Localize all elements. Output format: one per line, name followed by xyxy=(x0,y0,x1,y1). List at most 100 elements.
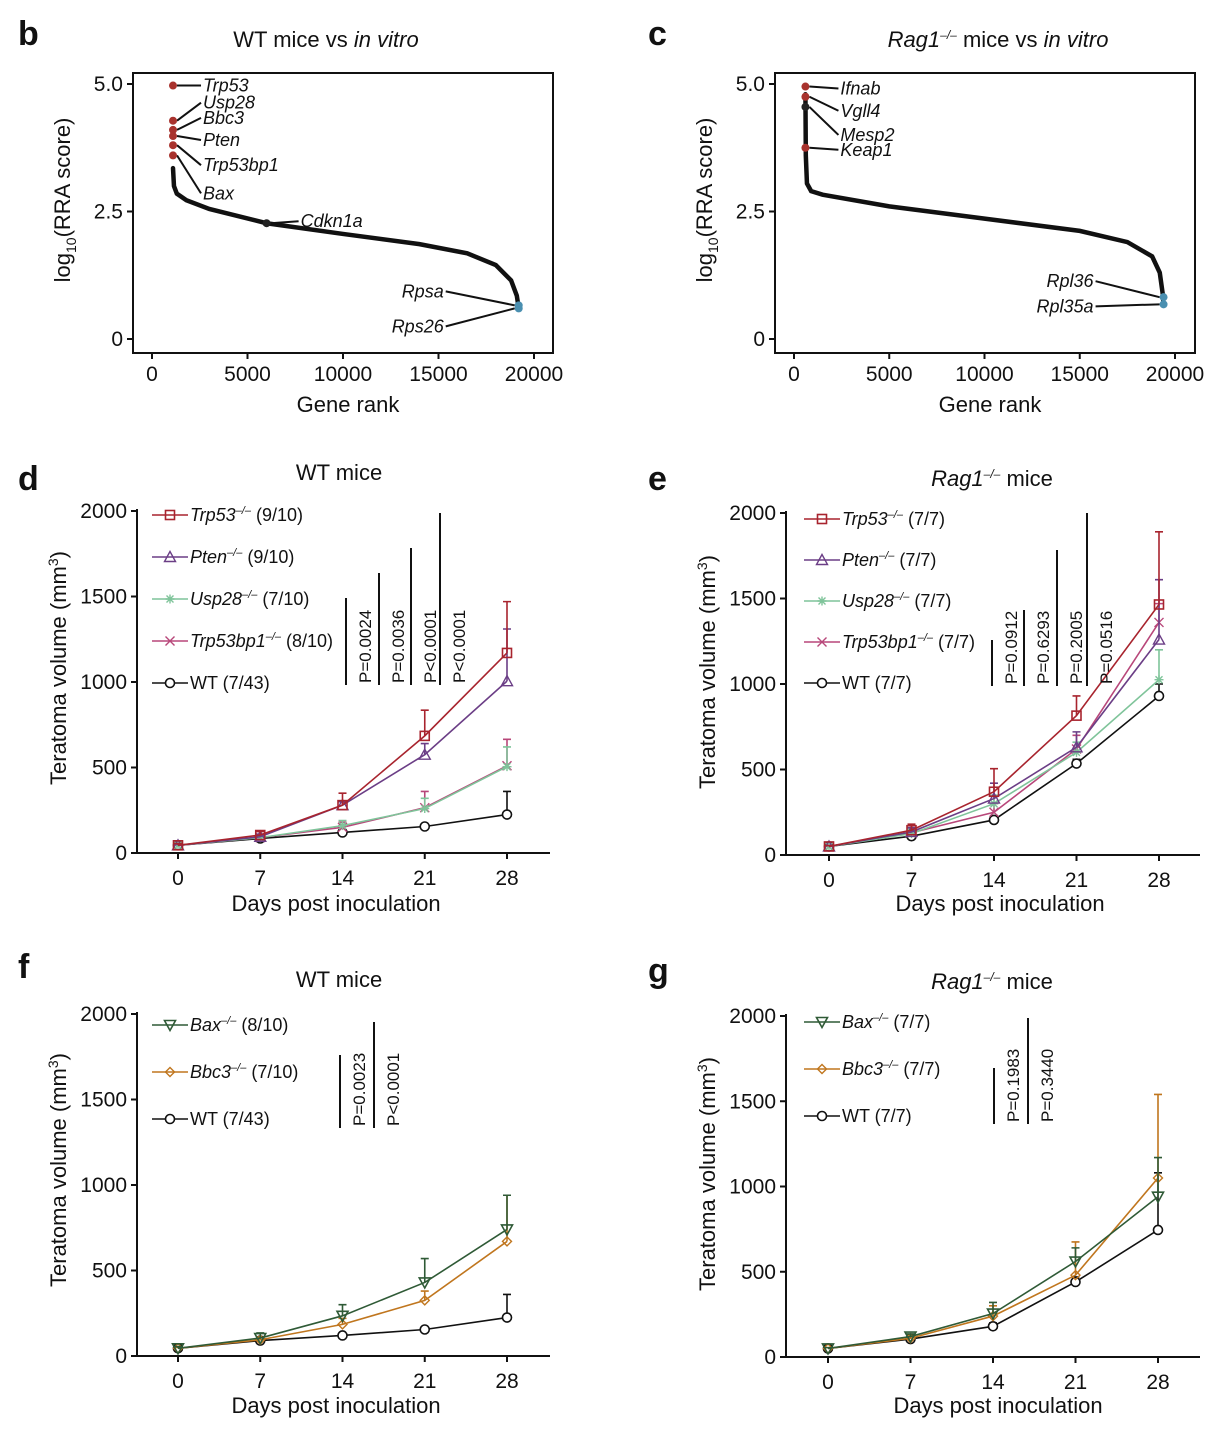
data-point xyxy=(989,807,999,818)
legend-marker xyxy=(163,1019,177,1033)
gene-label: Rpl35a xyxy=(1037,296,1094,316)
text-part: ) xyxy=(695,555,720,562)
text-part: WT mice xyxy=(296,460,382,485)
y-axis-label: log10(RRA score) xyxy=(692,118,721,283)
text-part: –/– xyxy=(220,1015,237,1027)
x-tick-label: 10000 xyxy=(955,363,1013,386)
y-tick-label: 2000 xyxy=(729,1005,776,1028)
data-point xyxy=(1071,710,1082,721)
error-bar xyxy=(1072,731,1081,748)
data-point xyxy=(1070,1269,1081,1281)
chart-title: Rag1–/– mice vs in vitro xyxy=(888,27,1109,52)
y-axis-label: Teratoma volume (mm3) xyxy=(45,1053,71,1287)
data-point xyxy=(337,799,348,811)
chart-title: Rag1–/– mice xyxy=(931,466,1053,491)
series-line xyxy=(177,1228,508,1350)
text-part: Rag1 xyxy=(931,466,984,491)
series-line xyxy=(828,604,1160,848)
data-point xyxy=(988,786,1000,798)
x-tick-label: 20000 xyxy=(505,363,563,386)
chart-title: WT mice vs in vitro xyxy=(233,27,418,52)
y-tick-label: 1000 xyxy=(729,673,776,696)
text-part: –/– xyxy=(241,589,258,601)
text-part: –/– xyxy=(893,591,910,603)
panel-d: d WT mice Teratoma volume (mm3) Days post i… xyxy=(18,460,550,916)
y-tick-label: 1000 xyxy=(80,1174,127,1197)
data-point xyxy=(337,1330,348,1341)
series-bbc3 xyxy=(172,1194,513,1354)
legend-marker xyxy=(817,637,827,647)
gene-label: Bax xyxy=(203,183,235,203)
legend-label: WT (7/7) xyxy=(842,673,912,693)
label-leader xyxy=(176,144,202,166)
text-part: ) xyxy=(46,551,71,558)
data-point xyxy=(417,1277,432,1290)
text-part: Teratoma volume (mm xyxy=(46,1068,71,1287)
gene-point xyxy=(1159,293,1168,302)
error-bar xyxy=(989,1301,997,1314)
y-tick-label: 1500 xyxy=(729,588,776,611)
label-leader xyxy=(1095,280,1160,299)
legend-label: Trp53bp1–/– (7/7) xyxy=(842,632,975,652)
legend-marker xyxy=(816,513,828,525)
data-point xyxy=(501,647,513,659)
y-axis-label: Teratoma volume (mm3) xyxy=(694,555,720,789)
legend-marker xyxy=(164,509,176,521)
panel-c: c Rag1–/– mice vs in vitro log10(RRA score… xyxy=(648,15,1204,417)
x-tick-label: 28 xyxy=(1146,1371,1169,1394)
data-point xyxy=(419,1294,431,1306)
series-wt xyxy=(823,683,1165,852)
label-leader xyxy=(809,146,839,151)
text-part: (7/7) xyxy=(894,550,936,570)
text-part: Bbc3 xyxy=(842,1059,883,1079)
legend-item: Bax–/– (8/10) xyxy=(152,1015,288,1035)
plot-frame xyxy=(774,72,1196,354)
x-axis-label: Days post inoculation xyxy=(231,891,440,916)
y-tick-label: 2000 xyxy=(80,1003,127,1026)
y-tick-label: 500 xyxy=(741,759,776,782)
y-tick-label: 2000 xyxy=(80,500,127,523)
y-tick-label: 1500 xyxy=(80,586,127,609)
text-part: –/– xyxy=(917,632,934,644)
text-part: Pten xyxy=(190,547,227,567)
x-tick-label: 10000 xyxy=(314,363,372,386)
data-point xyxy=(1151,1191,1165,1204)
text-part: –/– xyxy=(983,467,1001,481)
data-point xyxy=(986,1308,1000,1321)
x-tick-label: 7 xyxy=(906,869,918,892)
data-point xyxy=(1069,740,1084,753)
text-part: Bax xyxy=(190,1015,222,1035)
x-tick-label: 15000 xyxy=(409,363,467,386)
text-part: in vitro xyxy=(354,27,419,52)
data-point xyxy=(418,747,432,760)
error-bar xyxy=(338,1303,347,1316)
y-tick-label: 2.5 xyxy=(94,201,123,224)
data-point xyxy=(823,841,835,852)
y-tick-label: 2000 xyxy=(729,502,776,525)
legend-item: WT (7/7) xyxy=(804,673,912,693)
gene-point xyxy=(801,143,810,152)
x-tick-label: 21 xyxy=(413,1370,436,1393)
series-line xyxy=(177,1240,508,1350)
gene-label: Pten xyxy=(203,130,240,150)
legend-item: Trp53–/– (7/7) xyxy=(804,509,945,529)
series-line xyxy=(828,639,1160,848)
x-tick-label: 7 xyxy=(254,1370,266,1393)
legend-marker xyxy=(816,677,828,689)
x-axis-label: Days post inoculation xyxy=(893,1393,1102,1418)
legend-item: WT (7/7) xyxy=(804,1106,912,1126)
y-tick-label: 0 xyxy=(115,842,127,865)
chart-title: WT mice xyxy=(296,967,382,992)
x-tick-label: 21 xyxy=(413,867,436,890)
data-point xyxy=(821,1343,835,1356)
data-point xyxy=(500,674,514,687)
legend-label: Trp53–/– (9/10) xyxy=(190,505,303,525)
y-tick-label: 1000 xyxy=(80,671,127,694)
label-leader xyxy=(809,85,839,90)
series-trp53 xyxy=(823,531,1165,852)
error-bar xyxy=(503,600,511,653)
x-tick-label: 15000 xyxy=(1051,363,1109,386)
data-point xyxy=(1070,1276,1081,1288)
legend-item: Pten–/– (7/7) xyxy=(804,550,936,570)
